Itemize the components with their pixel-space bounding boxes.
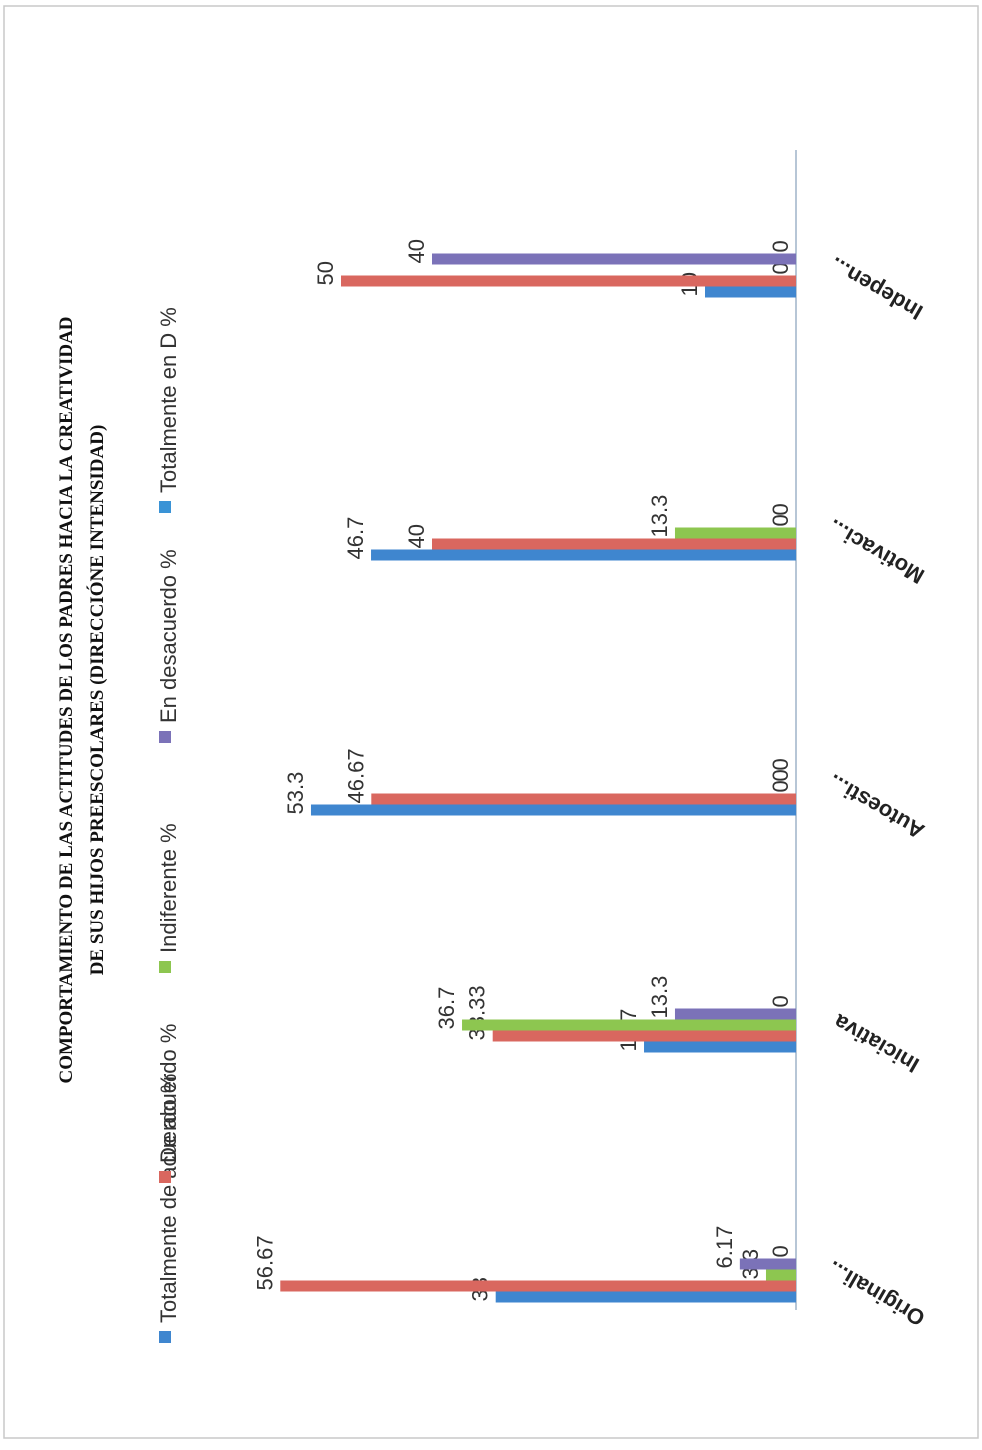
bar [644, 1041, 796, 1053]
data-label: 0 [768, 769, 793, 781]
bar [705, 286, 796, 298]
bar [310, 804, 796, 816]
legend-swatch [159, 1331, 171, 1343]
bar [371, 793, 796, 805]
data-label: 0 [768, 262, 793, 274]
bar [495, 1291, 796, 1303]
bar [674, 527, 796, 539]
data-label: 13.3 [647, 976, 672, 1019]
legend-label: Totalmente de acuerdo % [156, 1074, 181, 1324]
data-label: 0 [768, 1245, 793, 1257]
data-label: 53.3 [283, 772, 308, 815]
bar [462, 1019, 796, 1031]
data-label: 6.17 [712, 1226, 737, 1269]
data-label: 33.33 [465, 985, 490, 1040]
data-label: 0 [768, 503, 793, 515]
data-label: 0 [768, 995, 793, 1007]
chart-title: COMPORTAMIENTO DE LAS ACTITUDES DE LOS P… [56, 316, 108, 1083]
data-label: 46.7 [343, 517, 368, 560]
legend-swatch [159, 961, 171, 973]
bar [432, 253, 796, 265]
bar [739, 1258, 796, 1270]
legend-label: Indiferente % [156, 823, 181, 953]
bar [371, 549, 796, 561]
legend-label: De acuerdo % [156, 1024, 181, 1163]
legend-label: Totalmente en D % [156, 307, 181, 493]
data-label: 13.3 [647, 495, 672, 538]
chart-legend: Totalmente de acuerdo %De acuerdo % Indif… [156, 307, 181, 1343]
data-label: 40 [404, 524, 429, 548]
legend-swatch [159, 501, 171, 513]
legend-swatch [159, 1171, 171, 1183]
chart-title-line-1: COMPORTAMIENTO DE LAS ACTITUDES DE LOS P… [56, 316, 77, 1083]
legend-swatch [159, 731, 171, 743]
data-label: 56.67 [252, 1235, 277, 1290]
data-label: 50 [313, 261, 338, 285]
bar [674, 1008, 796, 1020]
bar-group: 3356.673.36.17016.733.3336.713.3053.346.… [252, 239, 797, 1303]
data-label: 0 [768, 758, 793, 770]
data-label: 46.67 [343, 748, 368, 803]
data-label: 0 [768, 780, 793, 792]
chart-title-line-2: DE SUS HIJOS PREESCOLARES (DIRECCIÓNE IN… [86, 425, 108, 976]
page-frame [3, 5, 979, 1439]
bar [765, 1269, 796, 1281]
data-label: 0 [768, 514, 793, 526]
bar [432, 538, 796, 550]
bar [341, 275, 796, 287]
data-label: 0 [768, 240, 793, 252]
legend-label: En desacuerdo % [156, 549, 181, 723]
data-label: 36.7 [434, 987, 459, 1030]
bar [492, 1030, 796, 1042]
bar [280, 1280, 797, 1292]
data-label: 40 [404, 239, 429, 263]
